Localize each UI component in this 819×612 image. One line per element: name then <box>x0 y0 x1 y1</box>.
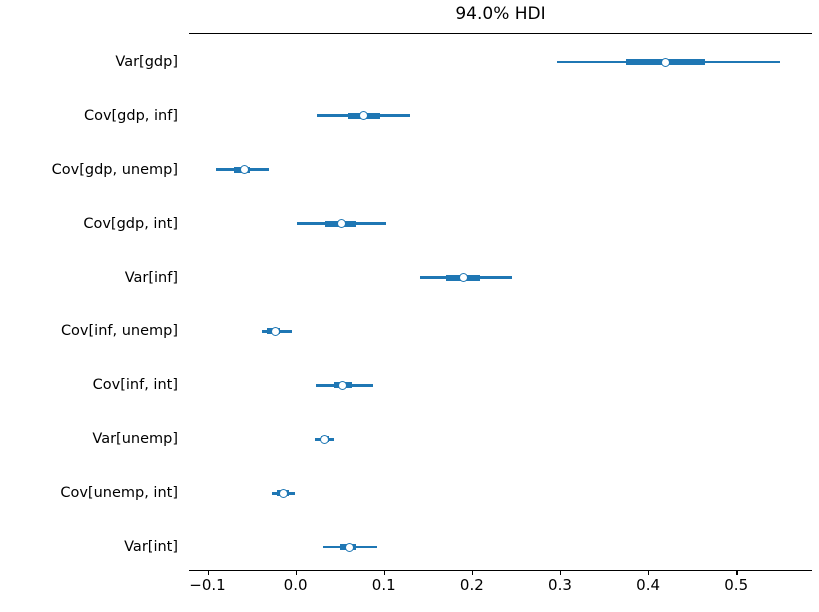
row-label: Cov[unemp, int] <box>60 485 178 502</box>
median-marker <box>240 165 249 175</box>
plot-title: 94.0% HDI <box>455 4 546 24</box>
x-axis-tick-label: 0.1 <box>371 576 396 594</box>
row-label: Cov[inf, unemp] <box>60 323 178 340</box>
median-marker <box>358 111 368 121</box>
median-marker <box>270 326 280 336</box>
row-label: Cov[gdp, unemp] <box>51 161 178 178</box>
median-marker <box>320 434 330 444</box>
row-label: Var[int] <box>124 539 178 555</box>
row-label: Var[unemp] <box>92 431 178 448</box>
x-axis-tick <box>383 570 386 575</box>
x-axis-spine <box>189 570 812 572</box>
x-axis-tick <box>207 570 209 575</box>
top-spine <box>189 33 812 35</box>
x-axis-tick <box>648 570 650 575</box>
median-marker <box>337 380 347 390</box>
median-marker <box>661 57 671 67</box>
row-label: Cov[gdp, int] <box>83 215 178 232</box>
row-label: Var[inf] <box>124 269 178 286</box>
x-axis-tick-label: 0.3 <box>548 576 572 594</box>
row-label: Cov[gdp, inf] <box>83 107 178 124</box>
row-label: Var[gdp] <box>115 54 178 70</box>
median-marker <box>278 488 288 498</box>
x-axis-tick-label: −0.1 <box>189 576 226 594</box>
x-axis-tick <box>295 570 297 575</box>
median-marker <box>336 219 346 229</box>
x-axis-tick-label: 0.0 <box>283 576 308 594</box>
x-axis-tick <box>736 570 738 575</box>
median-marker <box>459 273 469 283</box>
x-axis-tick-label: 0.2 <box>459 576 484 594</box>
x-axis-tick <box>559 570 562 575</box>
x-axis-tick-label: 0.4 <box>636 576 661 594</box>
x-axis-tick-label: 0.5 <box>724 576 749 594</box>
median-marker <box>344 542 354 552</box>
x-axis-tick <box>471 570 474 575</box>
row-label: Cov[inf, int] <box>92 377 178 394</box>
